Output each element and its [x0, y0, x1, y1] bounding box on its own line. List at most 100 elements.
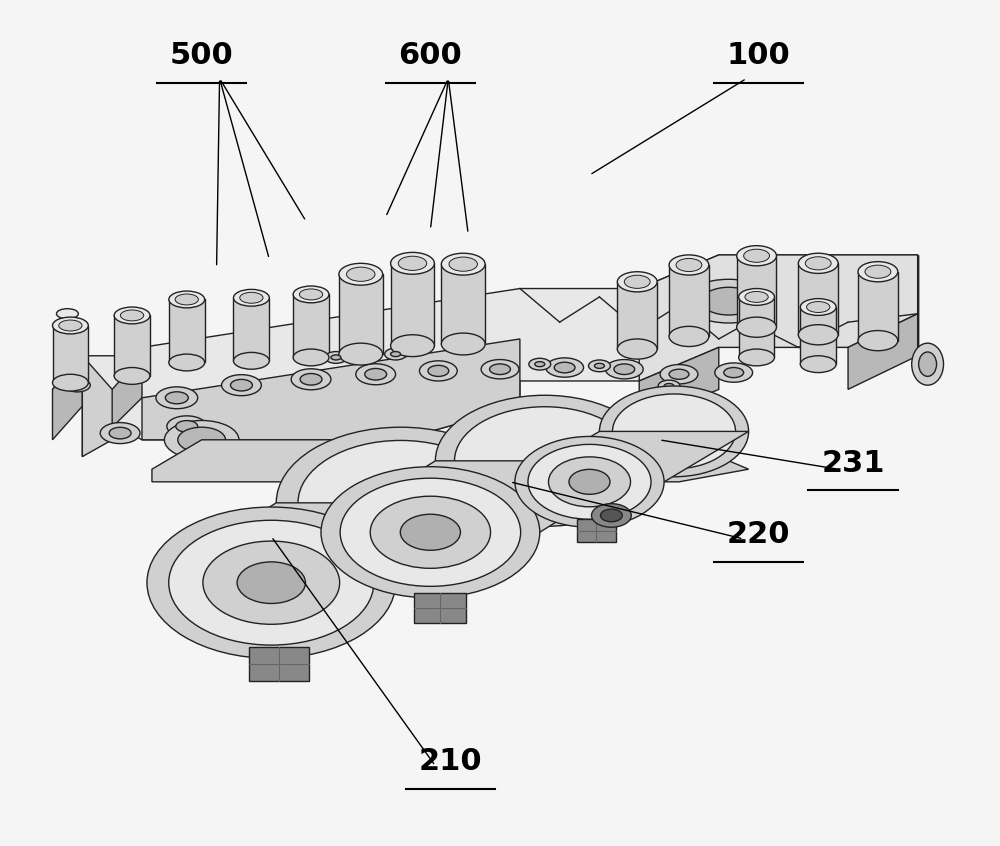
Ellipse shape — [52, 317, 88, 334]
Ellipse shape — [548, 457, 631, 507]
Polygon shape — [391, 263, 434, 346]
Polygon shape — [669, 265, 709, 337]
Ellipse shape — [569, 470, 610, 494]
Ellipse shape — [169, 291, 205, 308]
Ellipse shape — [739, 349, 774, 365]
Ellipse shape — [739, 288, 774, 305]
Ellipse shape — [100, 423, 140, 443]
Ellipse shape — [624, 275, 650, 288]
Ellipse shape — [321, 467, 540, 598]
Ellipse shape — [291, 369, 331, 390]
Ellipse shape — [715, 363, 753, 382]
Text: 220: 220 — [727, 520, 790, 549]
Ellipse shape — [594, 363, 604, 368]
Ellipse shape — [919, 352, 937, 376]
Ellipse shape — [340, 478, 521, 586]
Ellipse shape — [745, 292, 768, 302]
Polygon shape — [53, 356, 82, 440]
Polygon shape — [800, 307, 836, 364]
Ellipse shape — [233, 289, 269, 306]
Polygon shape — [293, 294, 329, 358]
Ellipse shape — [59, 320, 82, 331]
Polygon shape — [848, 314, 918, 389]
Text: 100: 100 — [727, 41, 790, 70]
Ellipse shape — [800, 356, 836, 372]
Ellipse shape — [669, 255, 709, 275]
Ellipse shape — [688, 392, 710, 404]
Ellipse shape — [165, 392, 188, 404]
Polygon shape — [321, 461, 654, 532]
Text: 600: 600 — [399, 41, 462, 70]
Ellipse shape — [449, 257, 477, 272]
Ellipse shape — [339, 263, 383, 285]
Ellipse shape — [398, 256, 427, 271]
Ellipse shape — [71, 382, 83, 388]
Ellipse shape — [554, 362, 575, 373]
Ellipse shape — [419, 360, 457, 381]
Text: 500: 500 — [170, 41, 234, 70]
Ellipse shape — [660, 365, 698, 384]
Ellipse shape — [391, 352, 401, 357]
Polygon shape — [414, 593, 466, 623]
Ellipse shape — [178, 427, 226, 453]
Ellipse shape — [400, 514, 460, 550]
Ellipse shape — [298, 441, 503, 565]
Ellipse shape — [276, 427, 525, 579]
Ellipse shape — [370, 497, 491, 569]
Ellipse shape — [428, 365, 449, 376]
Polygon shape — [249, 647, 309, 681]
Ellipse shape — [858, 331, 898, 351]
Ellipse shape — [156, 387, 198, 409]
Ellipse shape — [299, 289, 323, 299]
Ellipse shape — [669, 369, 689, 379]
Ellipse shape — [617, 339, 657, 359]
Ellipse shape — [347, 267, 375, 282]
Ellipse shape — [385, 349, 407, 360]
Ellipse shape — [481, 360, 519, 379]
Ellipse shape — [617, 272, 657, 292]
Ellipse shape — [612, 394, 736, 469]
Ellipse shape — [701, 288, 756, 315]
Ellipse shape — [167, 416, 207, 437]
Ellipse shape — [56, 369, 78, 379]
Ellipse shape — [231, 379, 252, 391]
Ellipse shape — [147, 507, 396, 658]
Ellipse shape — [435, 395, 654, 526]
Polygon shape — [82, 356, 112, 457]
Ellipse shape — [515, 437, 664, 527]
Polygon shape — [53, 356, 142, 389]
Ellipse shape — [114, 367, 150, 384]
Ellipse shape — [240, 293, 263, 303]
Ellipse shape — [737, 317, 776, 338]
Polygon shape — [577, 519, 616, 542]
Ellipse shape — [120, 310, 144, 321]
Polygon shape — [82, 255, 918, 440]
Ellipse shape — [798, 253, 838, 273]
Ellipse shape — [222, 375, 261, 396]
Ellipse shape — [591, 503, 631, 527]
Polygon shape — [858, 272, 898, 341]
Ellipse shape — [164, 420, 239, 459]
Polygon shape — [147, 503, 525, 583]
Polygon shape — [142, 339, 520, 440]
Ellipse shape — [339, 343, 383, 365]
Ellipse shape — [56, 309, 78, 319]
Ellipse shape — [658, 380, 680, 392]
Ellipse shape — [684, 279, 773, 323]
Ellipse shape — [325, 352, 347, 363]
Ellipse shape — [528, 444, 651, 519]
Polygon shape — [737, 255, 776, 327]
Ellipse shape — [669, 327, 709, 347]
Ellipse shape — [356, 364, 396, 385]
Ellipse shape — [912, 343, 944, 385]
Ellipse shape — [169, 520, 374, 645]
Ellipse shape — [114, 307, 150, 324]
Ellipse shape — [203, 541, 340, 624]
Ellipse shape — [744, 250, 769, 262]
Ellipse shape — [676, 258, 702, 272]
Ellipse shape — [455, 407, 635, 515]
Ellipse shape — [535, 361, 545, 366]
Ellipse shape — [614, 364, 635, 375]
Polygon shape — [82, 348, 142, 457]
Ellipse shape — [237, 562, 305, 603]
